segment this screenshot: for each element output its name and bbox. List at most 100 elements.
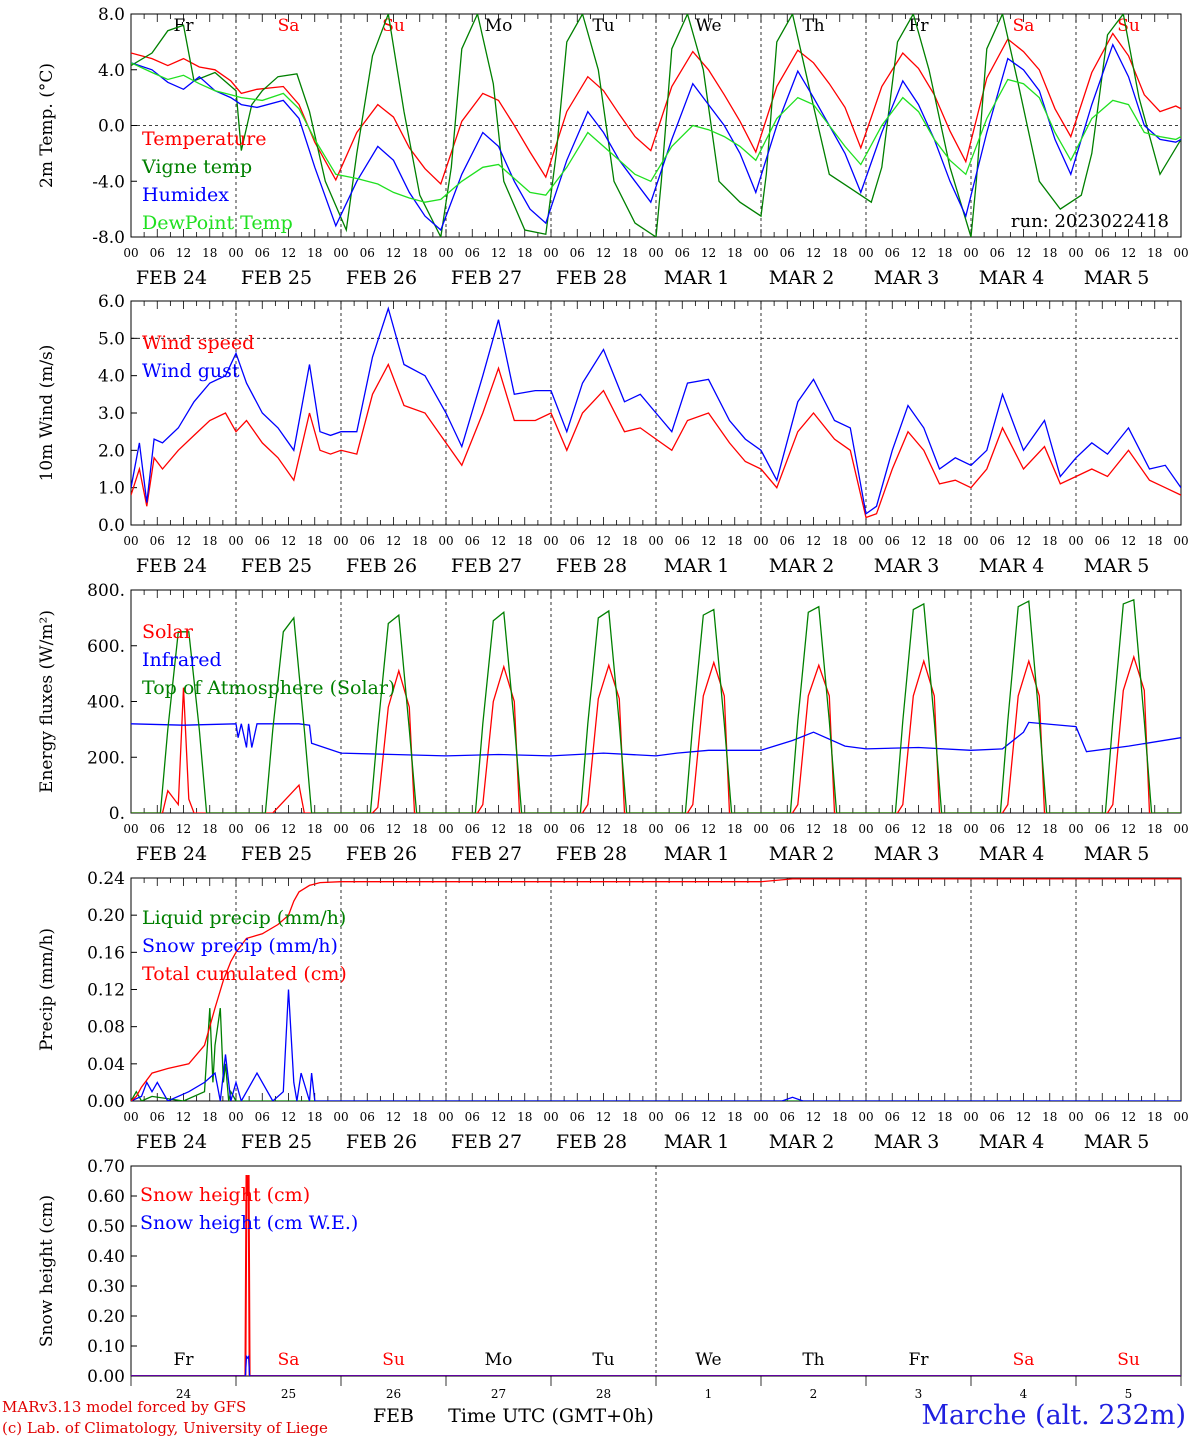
hour-label: 06 (885, 1110, 900, 1124)
hour-label: 18 (622, 246, 637, 260)
y-tick-label: -8.0 (92, 228, 125, 248)
hour-label: 18 (307, 822, 322, 836)
hour-label: 00 (753, 246, 768, 260)
series-line (131, 306, 1181, 515)
y-tick-label: 0.04 (87, 1055, 125, 1075)
y-tick-label: 0.16 (87, 943, 125, 963)
hour-label: 12 (596, 1110, 611, 1124)
hour-label: 06 (990, 534, 1005, 548)
series-line (131, 598, 1181, 813)
legend-entry: DewPoint Temp (142, 212, 293, 234)
hour-label: 12 (1016, 822, 1031, 836)
date-label: FEB 28 (556, 1131, 627, 1153)
legend-entry: Wind speed (142, 332, 254, 354)
weekday-label: Fr (174, 1350, 195, 1370)
hour-label: 06 (150, 1110, 165, 1124)
hour-label: 12 (806, 1110, 821, 1124)
hour-label: 12 (491, 534, 506, 548)
hour-label: 12 (386, 822, 401, 836)
y-tick-label: 800. (87, 581, 125, 601)
date-label: FEB 25 (241, 555, 312, 577)
hour-label: 12 (701, 534, 716, 548)
hour-label: 00 (123, 534, 138, 548)
hour-label: 00 (858, 822, 873, 836)
hour-label: 12 (596, 822, 611, 836)
y-tick-label: 400. (87, 693, 125, 713)
hour-label: 12 (1016, 246, 1031, 260)
y-tick-label: 200. (87, 748, 125, 768)
hour-label: 18 (1147, 534, 1162, 548)
hour-label: 12 (176, 534, 191, 548)
hour-label: 18 (412, 822, 427, 836)
y-tick-label: 0.10 (87, 1337, 125, 1357)
hour-label: 06 (885, 822, 900, 836)
hour-label: 06 (570, 534, 585, 548)
date-label: FEB 24 (136, 1131, 207, 1153)
hour-label: 00 (753, 1110, 768, 1124)
hour-label: 06 (465, 246, 480, 260)
y-tick-label: 0.50 (87, 1217, 125, 1237)
hour-label: 00 (1173, 534, 1188, 548)
day-number-label: 25 (281, 1387, 296, 1401)
hour-label: 00 (438, 246, 453, 260)
hour-label: 00 (753, 822, 768, 836)
hour-label: 18 (1042, 822, 1057, 836)
date-label: FEB 26 (346, 555, 417, 577)
y-tick-label: 5.0 (98, 329, 125, 349)
weekday-label: Sa (1013, 16, 1035, 36)
panel-4: 0.24 0.20 0.16 0.12 0.08 0.04 0.00 Precip (mm/h… (37, 869, 1189, 1153)
hour-label: 06 (990, 246, 1005, 260)
hour-label: 00 (123, 1110, 138, 1124)
hour-label: 18 (937, 822, 952, 836)
date-label: MAR 1 (664, 1131, 730, 1153)
hour-label: 18 (727, 1110, 742, 1124)
panel-3: 800. 600. 400. 200. 0. Energy fluxes (W/m²) 00… (37, 581, 1189, 865)
hour-label: 00 (228, 534, 243, 548)
hour-label: 18 (307, 246, 322, 260)
hour-label: 18 (937, 246, 952, 260)
x-axis-label: Time UTC (GMT+0h) (448, 1405, 654, 1427)
hour-label: 00 (438, 1110, 453, 1124)
date-label: MAR 5 (1084, 267, 1150, 289)
y-tick-label: 0.60 (87, 1187, 125, 1207)
hour-label: 18 (727, 246, 742, 260)
y-tick-label: 8.0 (98, 5, 125, 25)
y-tick-label: 0.00 (87, 1092, 125, 1112)
hour-label: 06 (360, 1110, 375, 1124)
hour-label: 12 (1121, 246, 1136, 260)
hour-label: 18 (832, 534, 847, 548)
hour-label: 18 (412, 534, 427, 548)
hour-label: 00 (543, 534, 558, 548)
hour-label: 06 (885, 246, 900, 260)
hour-label: 06 (885, 534, 900, 548)
hour-label: 06 (990, 1110, 1005, 1124)
hour-label: 06 (990, 822, 1005, 836)
weekday-label: Mo (485, 16, 513, 36)
hour-label: 18 (937, 1110, 952, 1124)
hour-label: 18 (1042, 1110, 1057, 1124)
hour-label: 00 (333, 1110, 348, 1124)
y-tick-label: 0.24 (87, 869, 125, 889)
legend-entry: Humidex (142, 184, 229, 206)
date-label: FEB 27 (451, 267, 522, 289)
day-number-label: 28 (596, 1387, 611, 1401)
date-label: MAR 1 (664, 555, 730, 577)
weekday-label: Su (382, 16, 405, 36)
hour-label: 12 (491, 822, 506, 836)
hour-label: 18 (412, 1110, 427, 1124)
hour-label: 06 (255, 1110, 270, 1124)
hour-label: 12 (701, 1110, 716, 1124)
hour-label: 06 (780, 246, 795, 260)
legend-entry: Snow height (cm) (140, 1184, 310, 1206)
hour-label: 06 (465, 534, 480, 548)
weekday-label: Tu (592, 1350, 614, 1370)
hour-label: 00 (228, 822, 243, 836)
legend-entry: Top of Atmosphere (Solar) (142, 677, 395, 699)
hour-label: 00 (753, 534, 768, 548)
hour-label: 00 (648, 246, 663, 260)
hour-label: 00 (333, 534, 348, 548)
weekday-label: Th (802, 16, 824, 36)
month-label: FEB (373, 1405, 414, 1427)
hour-label: 12 (911, 534, 926, 548)
hour-label: 18 (412, 246, 427, 260)
